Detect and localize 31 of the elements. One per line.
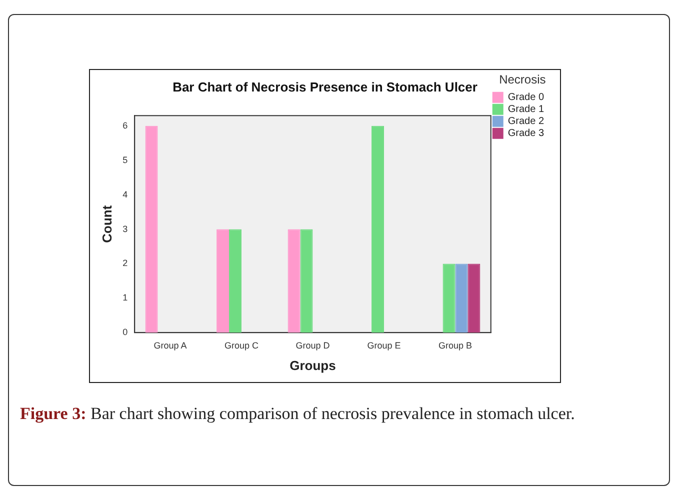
bar	[300, 229, 313, 333]
bar	[442, 264, 456, 333]
x-tick-label: Group B	[438, 340, 472, 350]
y-tick-label: 3	[122, 224, 128, 234]
bar	[372, 126, 384, 333]
x-tick-label: Group C	[224, 340, 259, 350]
y-axis-title: Count	[99, 204, 114, 243]
bar	[288, 229, 300, 333]
y-tick-label: 4	[122, 189, 128, 200]
bar	[468, 264, 480, 333]
caption: Figure 3:	[20, 404, 86, 423]
x-tick-label: Group A	[154, 340, 187, 350]
chart-title: Bar Chart of Necrosis Presence in Stomach Ulcer	[172, 79, 478, 94]
bar	[455, 264, 468, 333]
x-tick-label: Group E	[367, 340, 401, 350]
y-tick-label: 6	[122, 120, 128, 130]
x-tick-label: Group D	[296, 340, 330, 350]
y-tick-label: 5	[122, 154, 128, 165]
legend-title: Necrosis	[499, 72, 546, 86]
legend-label: Grade 2	[508, 116, 544, 128]
legend-label: Grade 3	[508, 128, 544, 140]
text: Bar chart showing comparison of necrosis prevalence in stomach ulcer.	[90, 404, 575, 423]
legend-label: Grade 0	[508, 92, 544, 104]
legend-label: Grade 1	[508, 104, 544, 116]
bar	[216, 229, 230, 333]
bar	[229, 229, 242, 333]
bar	[145, 126, 158, 333]
y-tick-label: 1	[122, 292, 128, 303]
y-tick-label: 0	[122, 327, 128, 338]
y-tick-label: 2	[122, 258, 128, 268]
x-axis-title: Groups	[290, 358, 336, 373]
